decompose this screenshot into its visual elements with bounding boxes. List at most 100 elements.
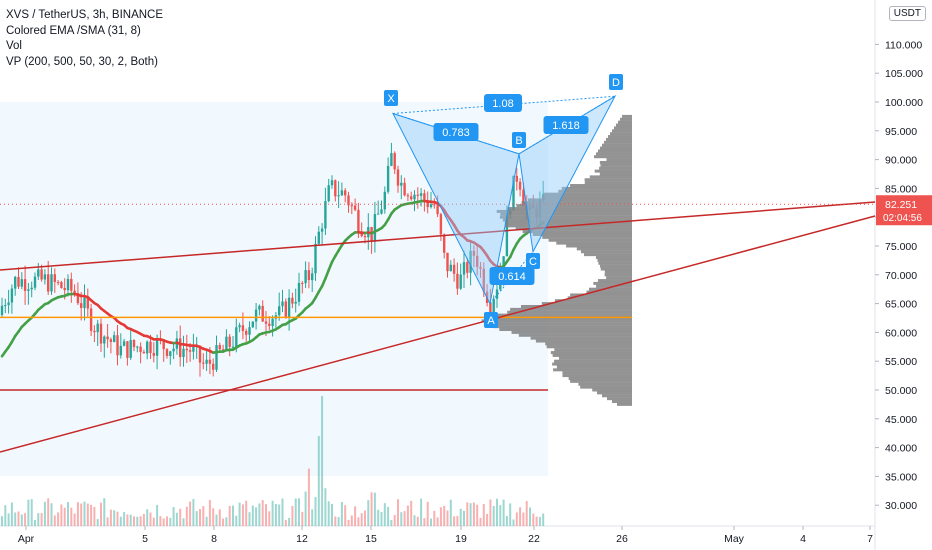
profile-bar bbox=[548, 238, 632, 242]
volume-bar bbox=[291, 505, 294, 526]
profile-bar bbox=[614, 126, 632, 130]
volume-profile-range bbox=[0, 102, 548, 476]
indicator-ema-sma[interactable]: Colored EMA /SMA (31, 8) bbox=[6, 24, 141, 37]
candle-body bbox=[433, 204, 436, 206]
profile-bar bbox=[511, 330, 632, 334]
volume-bar bbox=[86, 503, 89, 526]
volume-bar bbox=[14, 512, 17, 526]
lower-trendline bbox=[0, 215, 876, 453]
volume-bar bbox=[337, 517, 340, 526]
current-price-value: 82.251 bbox=[885, 199, 917, 211]
profile-bar bbox=[556, 365, 632, 369]
candle-body bbox=[129, 340, 132, 358]
profile-bar bbox=[528, 198, 632, 202]
volume-bar bbox=[162, 518, 165, 526]
volume-bar bbox=[106, 517, 109, 526]
candle-body bbox=[0, 305, 4, 316]
candle-body bbox=[43, 274, 47, 280]
volume-bar bbox=[133, 516, 135, 526]
profile-bar bbox=[576, 247, 632, 251]
indicator-volume[interactable]: Vol bbox=[6, 40, 22, 52]
volume-bar bbox=[532, 513, 535, 526]
volume-bar bbox=[433, 510, 436, 526]
symbol-title[interactable]: XVS / TetherUS, 3h, BINANCE bbox=[6, 9, 164, 21]
profile-bar bbox=[520, 304, 632, 308]
profile-bar bbox=[584, 253, 632, 257]
volume-bar bbox=[228, 505, 231, 526]
candle-body bbox=[522, 189, 525, 206]
volume-bar bbox=[383, 503, 386, 526]
profile-bar bbox=[507, 310, 632, 314]
profile-bar bbox=[558, 189, 632, 193]
candle-body bbox=[416, 194, 419, 196]
candle-body bbox=[386, 165, 390, 192]
candle-body bbox=[7, 302, 10, 306]
candle-body bbox=[406, 195, 410, 197]
volume-bar bbox=[142, 513, 145, 526]
pattern-xd-line bbox=[392, 95, 616, 115]
candle-body bbox=[347, 195, 350, 206]
profile-bar bbox=[487, 322, 632, 326]
candle-body bbox=[96, 323, 99, 333]
volume-bar bbox=[40, 513, 43, 526]
volume-bar bbox=[129, 514, 132, 526]
volume-bar bbox=[126, 514, 129, 526]
candle-body bbox=[116, 335, 119, 356]
candle-body bbox=[165, 349, 169, 356]
volume-bar bbox=[60, 504, 63, 526]
candle-body bbox=[396, 169, 400, 186]
profile-bar bbox=[499, 328, 632, 332]
profile-bar bbox=[562, 374, 632, 378]
candle-body bbox=[324, 201, 327, 229]
currency-badge[interactable]: USDT bbox=[888, 6, 926, 21]
profile-bar bbox=[570, 293, 632, 297]
pattern-bd-line bbox=[518, 95, 616, 155]
volume-bar bbox=[251, 505, 254, 526]
candle-body bbox=[17, 276, 20, 287]
candle-body bbox=[462, 262, 466, 275]
profile-bar bbox=[561, 186, 632, 190]
profile-bar bbox=[588, 287, 632, 291]
volume-bar bbox=[278, 504, 281, 526]
volume-bar bbox=[373, 492, 376, 526]
candle-body bbox=[258, 305, 261, 310]
candle-body bbox=[109, 339, 113, 343]
candle-body bbox=[56, 281, 60, 283]
volume-profile bbox=[481, 114, 632, 406]
candle-body bbox=[30, 287, 33, 290]
volume-bar bbox=[522, 512, 525, 526]
volume-bar bbox=[317, 436, 320, 526]
candle-body bbox=[393, 153, 396, 170]
candle-body bbox=[254, 309, 258, 322]
candle-body bbox=[188, 350, 192, 352]
volume-bar bbox=[238, 502, 241, 526]
pattern-ratio-label: 1.08 bbox=[492, 98, 513, 110]
price-tick-label: 60.000 bbox=[885, 327, 917, 339]
volume-bar bbox=[486, 513, 489, 526]
candle-body bbox=[136, 346, 139, 348]
volume-bar bbox=[156, 504, 159, 526]
profile-bar bbox=[604, 270, 632, 274]
candle-body bbox=[70, 278, 73, 291]
pattern-point-c-box bbox=[526, 253, 540, 269]
volume-bar bbox=[27, 499, 30, 526]
candle-body bbox=[208, 359, 212, 364]
volume-bar bbox=[284, 519, 287, 526]
candle-body bbox=[419, 193, 423, 196]
price-tick-label: 35.000 bbox=[885, 471, 917, 483]
profile-bar bbox=[502, 218, 632, 222]
candle-body bbox=[340, 190, 344, 196]
volume-bar bbox=[416, 516, 419, 526]
candle-body bbox=[93, 330, 96, 333]
volume-bar bbox=[73, 513, 76, 526]
pattern-ratio-box bbox=[484, 94, 522, 112]
pattern-ratio-label: 0.783 bbox=[442, 127, 470, 139]
profile-bar bbox=[610, 132, 632, 136]
candle-body bbox=[489, 303, 492, 314]
indicator-volume-profile[interactable]: VP (200, 500, 50, 30, 2, Both) bbox=[6, 55, 158, 68]
volume-bar bbox=[93, 506, 96, 526]
profile-bar bbox=[612, 129, 632, 133]
candle-body bbox=[139, 346, 142, 352]
candle-body bbox=[10, 288, 14, 303]
